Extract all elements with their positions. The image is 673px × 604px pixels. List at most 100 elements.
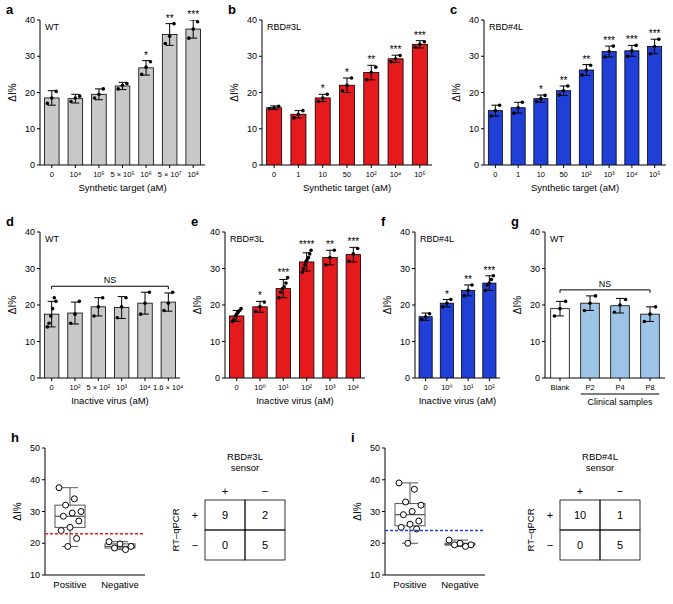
error-cap: [94, 315, 102, 316]
data-point: [553, 314, 557, 318]
error-cap: [537, 102, 545, 103]
error-cap: [233, 321, 241, 322]
column-header: −: [262, 485, 268, 497]
data-point: [347, 259, 351, 263]
data-point: [239, 307, 243, 311]
bar: [139, 68, 154, 165]
x-axis-title: Inactive virus (aM): [419, 395, 497, 406]
cell-value: 5: [617, 539, 623, 551]
x-tick: [468, 378, 469, 381]
error-cap: [142, 75, 150, 76]
error-cap: [141, 314, 149, 315]
x-tick: [236, 378, 237, 381]
bar: [579, 70, 593, 165]
panel-label: e: [191, 214, 198, 229]
y-tick: [542, 232, 545, 233]
data-point: [196, 20, 200, 24]
data-point: [409, 509, 415, 515]
significance: ***: [277, 267, 289, 278]
error-cap: [189, 20, 197, 21]
error-stem: [353, 247, 354, 262]
plot-area: [419, 274, 496, 378]
plot-area: [45, 485, 145, 553]
data-point: [428, 312, 432, 316]
error-cap: [556, 315, 564, 316]
error-bar: [270, 106, 278, 110]
significance: ***: [626, 34, 638, 45]
data-point: [414, 45, 418, 49]
x-tick: [98, 165, 99, 168]
y-tick: [37, 128, 40, 129]
bar: [641, 314, 660, 378]
x-tick: [51, 378, 52, 381]
error-stem: [121, 297, 122, 319]
x-tick-label: 10: [537, 170, 545, 179]
data-point: [490, 278, 494, 282]
y-tick-label: 40: [530, 227, 540, 237]
y-tick-label: 0: [215, 373, 220, 383]
y-tick-label: 20: [469, 88, 479, 98]
data-point: [171, 290, 175, 294]
column-header: −: [617, 485, 623, 497]
error-cap: [514, 113, 522, 114]
error-cap: [646, 306, 654, 307]
significance: **: [560, 75, 568, 86]
data-point: [52, 296, 56, 300]
panel-label: i: [351, 430, 355, 445]
error-cap: [270, 105, 278, 106]
x-tick: [631, 165, 632, 168]
significance: ***: [390, 44, 402, 55]
plot-area: [229, 247, 360, 378]
y-tick-label: 20: [400, 300, 410, 310]
row-header: +: [192, 509, 198, 521]
bar: [229, 316, 243, 378]
data-point: [564, 300, 568, 304]
panel-label: d: [6, 214, 14, 229]
row-header: +: [547, 509, 553, 521]
bar: [551, 309, 570, 378]
y-tick: [259, 165, 262, 166]
x-tick: [609, 165, 610, 168]
x-tick: [395, 165, 396, 168]
x-axis: [45, 575, 145, 576]
x-tick: [306, 378, 307, 381]
column-header: +: [577, 485, 583, 497]
error-bar: [233, 310, 241, 321]
error-stem: [98, 89, 99, 100]
error-bar: [349, 247, 357, 262]
x-axis: [40, 378, 180, 379]
bar: [625, 51, 639, 165]
significance: ***: [649, 28, 661, 39]
error-stem: [468, 285, 469, 296]
data-point: [389, 60, 393, 64]
bar: [291, 114, 306, 165]
data-point: [128, 543, 134, 549]
error-bar: [628, 45, 636, 56]
table-cell: [600, 530, 640, 560]
error-cap: [319, 101, 327, 102]
error-bar: [71, 302, 79, 324]
cell-value: 2: [262, 509, 268, 521]
error-bar: [48, 91, 56, 106]
bar: [364, 73, 379, 165]
data-point: [535, 100, 539, 104]
data-point: [263, 300, 267, 304]
significance: ***: [484, 265, 496, 276]
error-bar: [119, 82, 127, 89]
bracket-label: NS: [104, 275, 117, 285]
y-axis-title: ΔI%: [512, 296, 523, 314]
data-point: [46, 102, 50, 106]
error-cap: [119, 89, 127, 90]
error-cap: [118, 296, 126, 297]
y-axis-title: ΔI%: [192, 296, 203, 314]
y-tick: [37, 92, 40, 93]
x-tick-label: 10²: [484, 383, 495, 392]
x-tick-label: Positive: [393, 579, 426, 590]
error-stem: [236, 310, 237, 321]
bar: [276, 289, 290, 378]
y-tick-label: 40: [25, 15, 35, 25]
y-tick: [412, 378, 415, 379]
y-tick-label: 30: [400, 264, 410, 274]
bar: [412, 44, 427, 165]
bar: [114, 308, 128, 378]
